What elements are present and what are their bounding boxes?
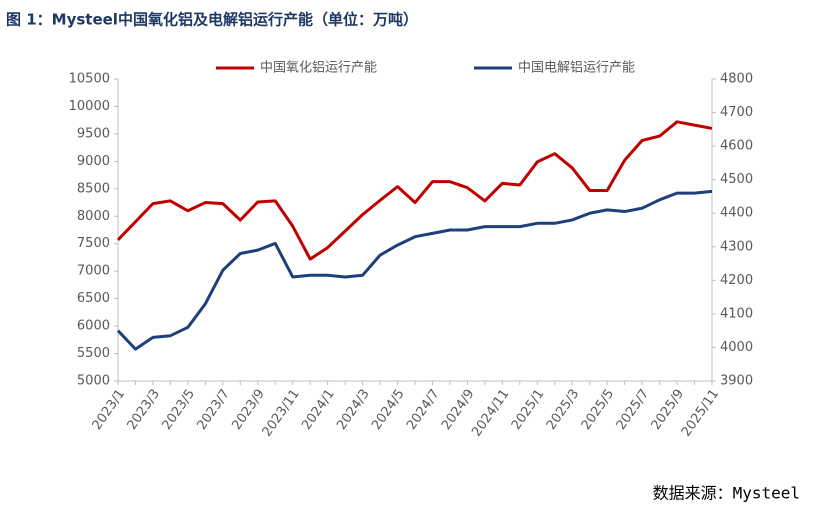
y2-tick-label: 4300 (720, 239, 753, 254)
y-tick-label: 10000 (69, 99, 110, 114)
x-tick-label: 2024/5 (369, 387, 408, 433)
series-line (116, 189, 713, 351)
y2-tick-label: 4200 (720, 273, 753, 288)
legend-label: 中国电解铝运行产能 (518, 61, 635, 76)
y-tick-label: 6000 (77, 319, 110, 334)
y-tick-label: 7000 (77, 264, 110, 279)
y2-tick-label: 3900 (720, 374, 753, 389)
legend-label: 中国氧化铝运行产能 (260, 61, 377, 76)
y2-tick-label: 4400 (720, 206, 753, 221)
x-tick-label: 2023/3 (125, 387, 164, 433)
x-tick-label: 2025/3 (544, 387, 583, 433)
y-tick-label: 6500 (77, 291, 110, 306)
y2-tick-label: 4600 (720, 139, 753, 154)
y-tick-label: 5000 (77, 374, 110, 389)
x-tick-label: 2024/1 (299, 387, 338, 433)
x-tick-label: 2023/1 (90, 387, 129, 433)
x-tick-label: 2024/3 (334, 387, 373, 433)
x-tick-label: 2025/5 (579, 387, 618, 433)
y2-tick-label: 4100 (720, 306, 753, 321)
y-tick-label: 8000 (77, 209, 110, 224)
y-tick-label: 8500 (77, 181, 110, 196)
series-line (116, 120, 713, 261)
y-tick-label: 9000 (77, 154, 110, 169)
y-tick-label: 7500 (77, 236, 110, 251)
y-tick-label: 9500 (77, 126, 110, 141)
y-tick-label: 5500 (77, 346, 110, 361)
x-tick-label: 2023/7 (194, 387, 233, 433)
y2-tick-label: 4000 (720, 340, 753, 355)
x-tick-label: 2025/7 (614, 387, 653, 433)
y2-tick-label: 4500 (720, 172, 753, 187)
x-tick-label: 2023/5 (159, 387, 198, 433)
x-tick-label: 2024/7 (404, 387, 443, 433)
y2-tick-label: 4700 (720, 105, 753, 120)
source-note: 数据来源：Mysteel (653, 484, 800, 503)
x-tick-label: 2025/1 (509, 387, 548, 433)
chart-title: 图 1：Mysteel中国氧化铝及电解铝运行产能（单位：万吨） (6, 11, 418, 29)
y-tick-label: 10500 (69, 72, 110, 87)
y2-tick-label: 4800 (720, 72, 753, 87)
